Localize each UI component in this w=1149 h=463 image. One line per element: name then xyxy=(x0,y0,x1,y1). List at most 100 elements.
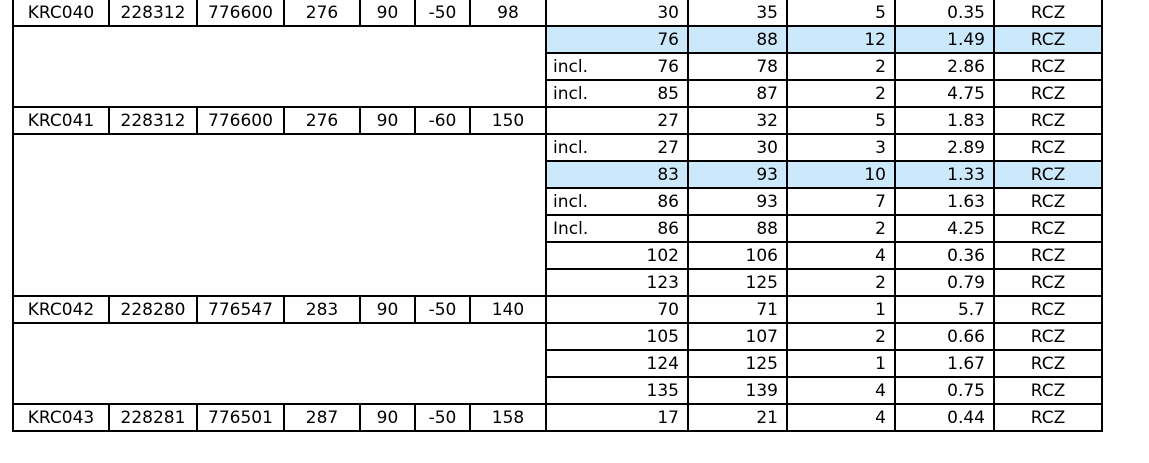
incl-label: incl. xyxy=(553,137,588,158)
easting-cell: 228312 xyxy=(108,106,198,135)
from-value: 76 xyxy=(657,56,679,77)
intercept-row: incl. 27 30 3 2.89 RCZ xyxy=(12,133,1103,297)
from-value: 105 xyxy=(646,326,679,347)
intercept-row: 105 107 2 0.66 RCZ xyxy=(12,322,1103,405)
from-cell: 76 xyxy=(545,25,689,54)
intercept-row: 76 88 12 1.49 RCZ xyxy=(12,25,1103,108)
to-cell: 21 xyxy=(687,403,788,432)
width-cell: 2 xyxy=(786,79,896,108)
merged-blank-cell xyxy=(12,25,547,108)
dip-cell: -50 xyxy=(414,403,471,432)
rl-cell: 276 xyxy=(283,0,361,27)
from-cell: 123 xyxy=(545,268,689,297)
to-cell: 106 xyxy=(687,241,788,270)
from-cell: incl. 86 xyxy=(545,187,689,216)
azimuth-cell: 90 xyxy=(359,403,416,432)
width-cell: 2 xyxy=(786,214,896,243)
from-cell: incl. 27 xyxy=(545,133,689,162)
easting-cell: 228281 xyxy=(108,403,198,432)
grade-cell: 1.63 xyxy=(894,187,995,216)
intercept-row: 102 106 4 0.36 RCZ xyxy=(13,241,1103,270)
depth-cell: 140 xyxy=(469,295,547,324)
width-cell: 2 xyxy=(786,268,896,297)
merged-blank-cell xyxy=(12,133,547,297)
from-value: 70 xyxy=(657,299,679,320)
from-value: 85 xyxy=(657,83,679,104)
from-cell: 27 xyxy=(545,106,689,135)
intercept-row: incl. 85 87 2 4.75 RCZ xyxy=(13,79,1103,108)
from-value: 30 xyxy=(657,2,679,23)
azimuth-cell: 90 xyxy=(359,106,416,135)
northing-cell: 776501 xyxy=(196,403,285,432)
grade-cell: 1.67 xyxy=(894,349,995,378)
to-cell: 71 xyxy=(687,295,788,324)
rl-cell: 283 xyxy=(283,295,361,324)
hole-row: KRC042 228280 776547 283 90 -50 140 70 71 1 5.7 RCZ xyxy=(12,295,1103,324)
intercept-row: incl. 86 93 7 1.63 RCZ xyxy=(13,187,1103,216)
from-cell: 83 xyxy=(545,160,689,189)
type-cell: RCZ xyxy=(993,133,1103,162)
incl-label: incl. xyxy=(553,191,588,212)
type-cell: RCZ xyxy=(993,214,1103,243)
grade-cell: 2.86 xyxy=(894,52,995,81)
grade-cell: 1.83 xyxy=(894,106,995,135)
width-cell: 3 xyxy=(786,133,896,162)
to-cell: 93 xyxy=(687,160,788,189)
grade-cell: 0.35 xyxy=(894,0,995,27)
azimuth-cell: 90 xyxy=(359,0,416,27)
northing-cell: 776547 xyxy=(196,295,285,324)
width-cell: 1 xyxy=(786,349,896,378)
width-cell: 4 xyxy=(786,376,896,405)
intercept-row: 83 93 10 1.33 RCZ xyxy=(13,160,1103,189)
from-cell: 70 xyxy=(545,295,689,324)
to-cell: 125 xyxy=(687,268,788,297)
grade-cell: 0.44 xyxy=(894,403,995,432)
intercept-row: 123 125 2 0.79 RCZ xyxy=(13,268,1103,297)
to-cell: 88 xyxy=(687,214,788,243)
northing-cell: 776600 xyxy=(196,106,285,135)
to-cell: 88 xyxy=(687,25,788,54)
from-cell: 124 xyxy=(545,349,689,378)
from-value: 123 xyxy=(646,272,679,293)
hole-id-cell: KRC043 xyxy=(12,403,110,432)
intercept-row: 124 125 1 1.67 RCZ xyxy=(13,349,1103,378)
incl-label: incl. xyxy=(553,83,588,104)
grade-cell: 0.79 xyxy=(894,268,995,297)
hole-row: KRC040 228312 776600 276 90 -50 98 30 35 5 0.35 RCZ xyxy=(12,0,1103,27)
easting-cell: 228280 xyxy=(108,295,198,324)
hole-id-cell: KRC042 xyxy=(12,295,110,324)
from-cell: 17 xyxy=(545,403,689,432)
from-cell: incl. 76 xyxy=(545,52,689,81)
intercept-row: incl. 76 78 2 2.86 RCZ xyxy=(13,52,1103,81)
width-cell: 12 xyxy=(786,25,896,54)
type-cell: RCZ xyxy=(993,52,1103,81)
type-cell: RCZ xyxy=(993,403,1103,432)
width-cell: 7 xyxy=(786,187,896,216)
incl-label: Incl. xyxy=(553,218,589,239)
type-cell: RCZ xyxy=(993,241,1103,270)
merged-blank-cell xyxy=(12,322,547,405)
from-cell: Incl. 86 xyxy=(545,214,689,243)
depth-cell: 98 xyxy=(469,0,547,27)
type-cell: RCZ xyxy=(993,376,1103,405)
to-cell: 139 xyxy=(687,376,788,405)
from-value: 102 xyxy=(646,245,679,266)
type-cell: RCZ xyxy=(993,106,1103,135)
width-cell: 5 xyxy=(786,0,896,27)
grade-cell: 0.75 xyxy=(894,376,995,405)
from-value: 86 xyxy=(657,218,679,239)
dip-cell: -60 xyxy=(414,106,471,135)
hole-id-cell: KRC040 xyxy=(12,0,110,27)
from-value: 124 xyxy=(646,353,679,374)
from-cell: incl. 85 xyxy=(545,79,689,108)
from-value: 83 xyxy=(657,164,679,185)
from-value: 135 xyxy=(646,380,679,401)
grade-cell: 0.36 xyxy=(894,241,995,270)
type-cell: RCZ xyxy=(993,187,1103,216)
depth-cell: 158 xyxy=(469,403,547,432)
type-cell: RCZ xyxy=(993,79,1103,108)
depth-cell: 150 xyxy=(469,106,547,135)
dip-cell: -50 xyxy=(414,0,471,27)
intercept-row: 135 139 4 0.75 RCZ xyxy=(13,376,1103,405)
type-cell: RCZ xyxy=(993,268,1103,297)
